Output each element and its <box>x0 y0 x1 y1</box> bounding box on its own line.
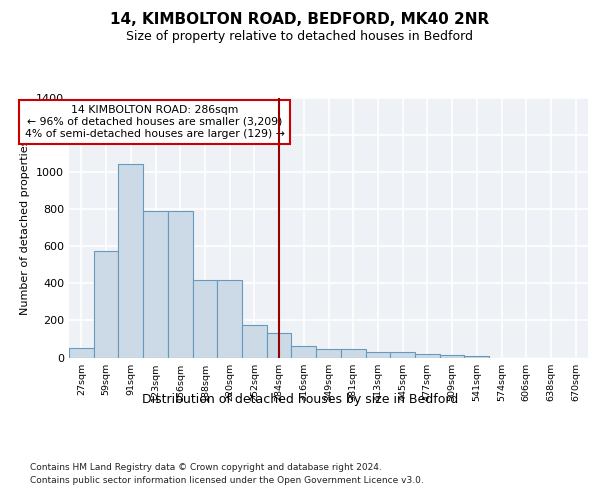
Text: 14 KIMBOLTON ROAD: 286sqm
← 96% of detached houses are smaller (3,209)
4% of sem: 14 KIMBOLTON ROAD: 286sqm ← 96% of detac… <box>25 106 284 138</box>
Bar <box>440 354 464 358</box>
Text: Contains HM Land Registry data © Crown copyright and database right 2024.: Contains HM Land Registry data © Crown c… <box>30 462 382 471</box>
Bar <box>341 349 365 358</box>
Bar <box>168 211 193 358</box>
Text: Distribution of detached houses by size in Bedford: Distribution of detached houses by size … <box>142 392 458 406</box>
Text: 14, KIMBOLTON ROAD, BEDFORD, MK40 2NR: 14, KIMBOLTON ROAD, BEDFORD, MK40 2NR <box>110 12 490 28</box>
Bar <box>69 348 94 358</box>
Y-axis label: Number of detached properties: Number of detached properties <box>20 140 31 315</box>
Bar <box>267 334 292 357</box>
Bar <box>316 349 341 358</box>
Bar <box>118 164 143 358</box>
Bar <box>390 352 415 358</box>
Bar <box>365 352 390 358</box>
Bar <box>464 356 489 358</box>
Bar <box>242 325 267 358</box>
Bar <box>143 211 168 358</box>
Bar <box>415 354 440 358</box>
Bar <box>94 250 118 358</box>
Text: Size of property relative to detached houses in Bedford: Size of property relative to detached ho… <box>127 30 473 43</box>
Bar <box>292 346 316 358</box>
Bar <box>193 280 217 357</box>
Text: Contains public sector information licensed under the Open Government Licence v3: Contains public sector information licen… <box>30 476 424 485</box>
Bar <box>217 280 242 357</box>
